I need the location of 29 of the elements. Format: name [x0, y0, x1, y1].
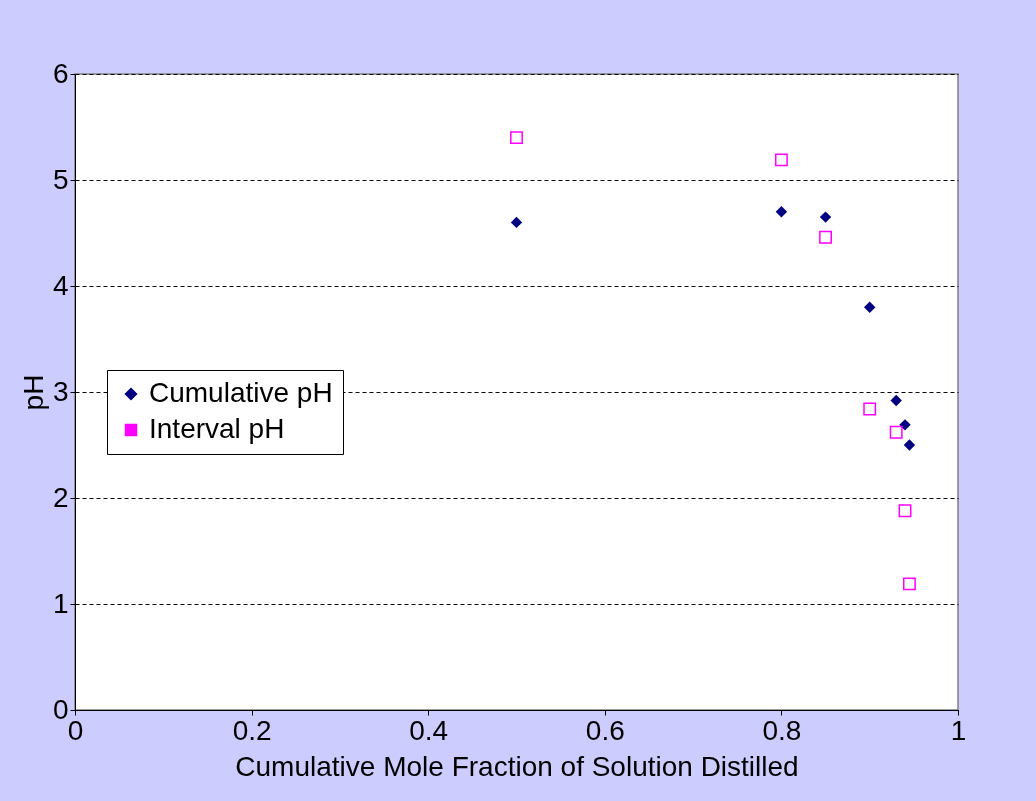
- y-tick-label: 2: [52, 481, 69, 513]
- x-tick-label: 1: [950, 714, 967, 746]
- point: [510, 131, 523, 145]
- point: [864, 301, 876, 313]
- x-tick-label: 0.6: [585, 714, 625, 746]
- point: [819, 211, 832, 223]
- point: [863, 402, 877, 416]
- point: [889, 425, 903, 439]
- point: [902, 577, 916, 591]
- y-tick-label: 3: [52, 375, 69, 407]
- y-tick-label: 0: [52, 693, 69, 725]
- point: [898, 504, 912, 518]
- point: [774, 153, 788, 167]
- y-tick-label: 5: [52, 163, 69, 195]
- x-axis-title: Cumulative Mole Fraction of Solution Distilled: [235, 750, 799, 782]
- x-tick-label: 0.4: [409, 714, 449, 746]
- y-tick-label: 1: [52, 587, 69, 619]
- point: [819, 230, 832, 244]
- point: [903, 439, 916, 451]
- y-tick-label: 6: [52, 57, 69, 89]
- point: [510, 216, 523, 229]
- point: [890, 394, 902, 407]
- y-axis-title: pH: [17, 374, 49, 411]
- x-tick-label: 0.2: [232, 714, 272, 746]
- x-tick-label: 0.8: [762, 714, 802, 746]
- y-tick-label: 4: [52, 269, 69, 301]
- legend-label: Interval pH: [149, 413, 285, 444]
- legend-label: Cumulative pH: [149, 377, 333, 408]
- point: [775, 206, 788, 218]
